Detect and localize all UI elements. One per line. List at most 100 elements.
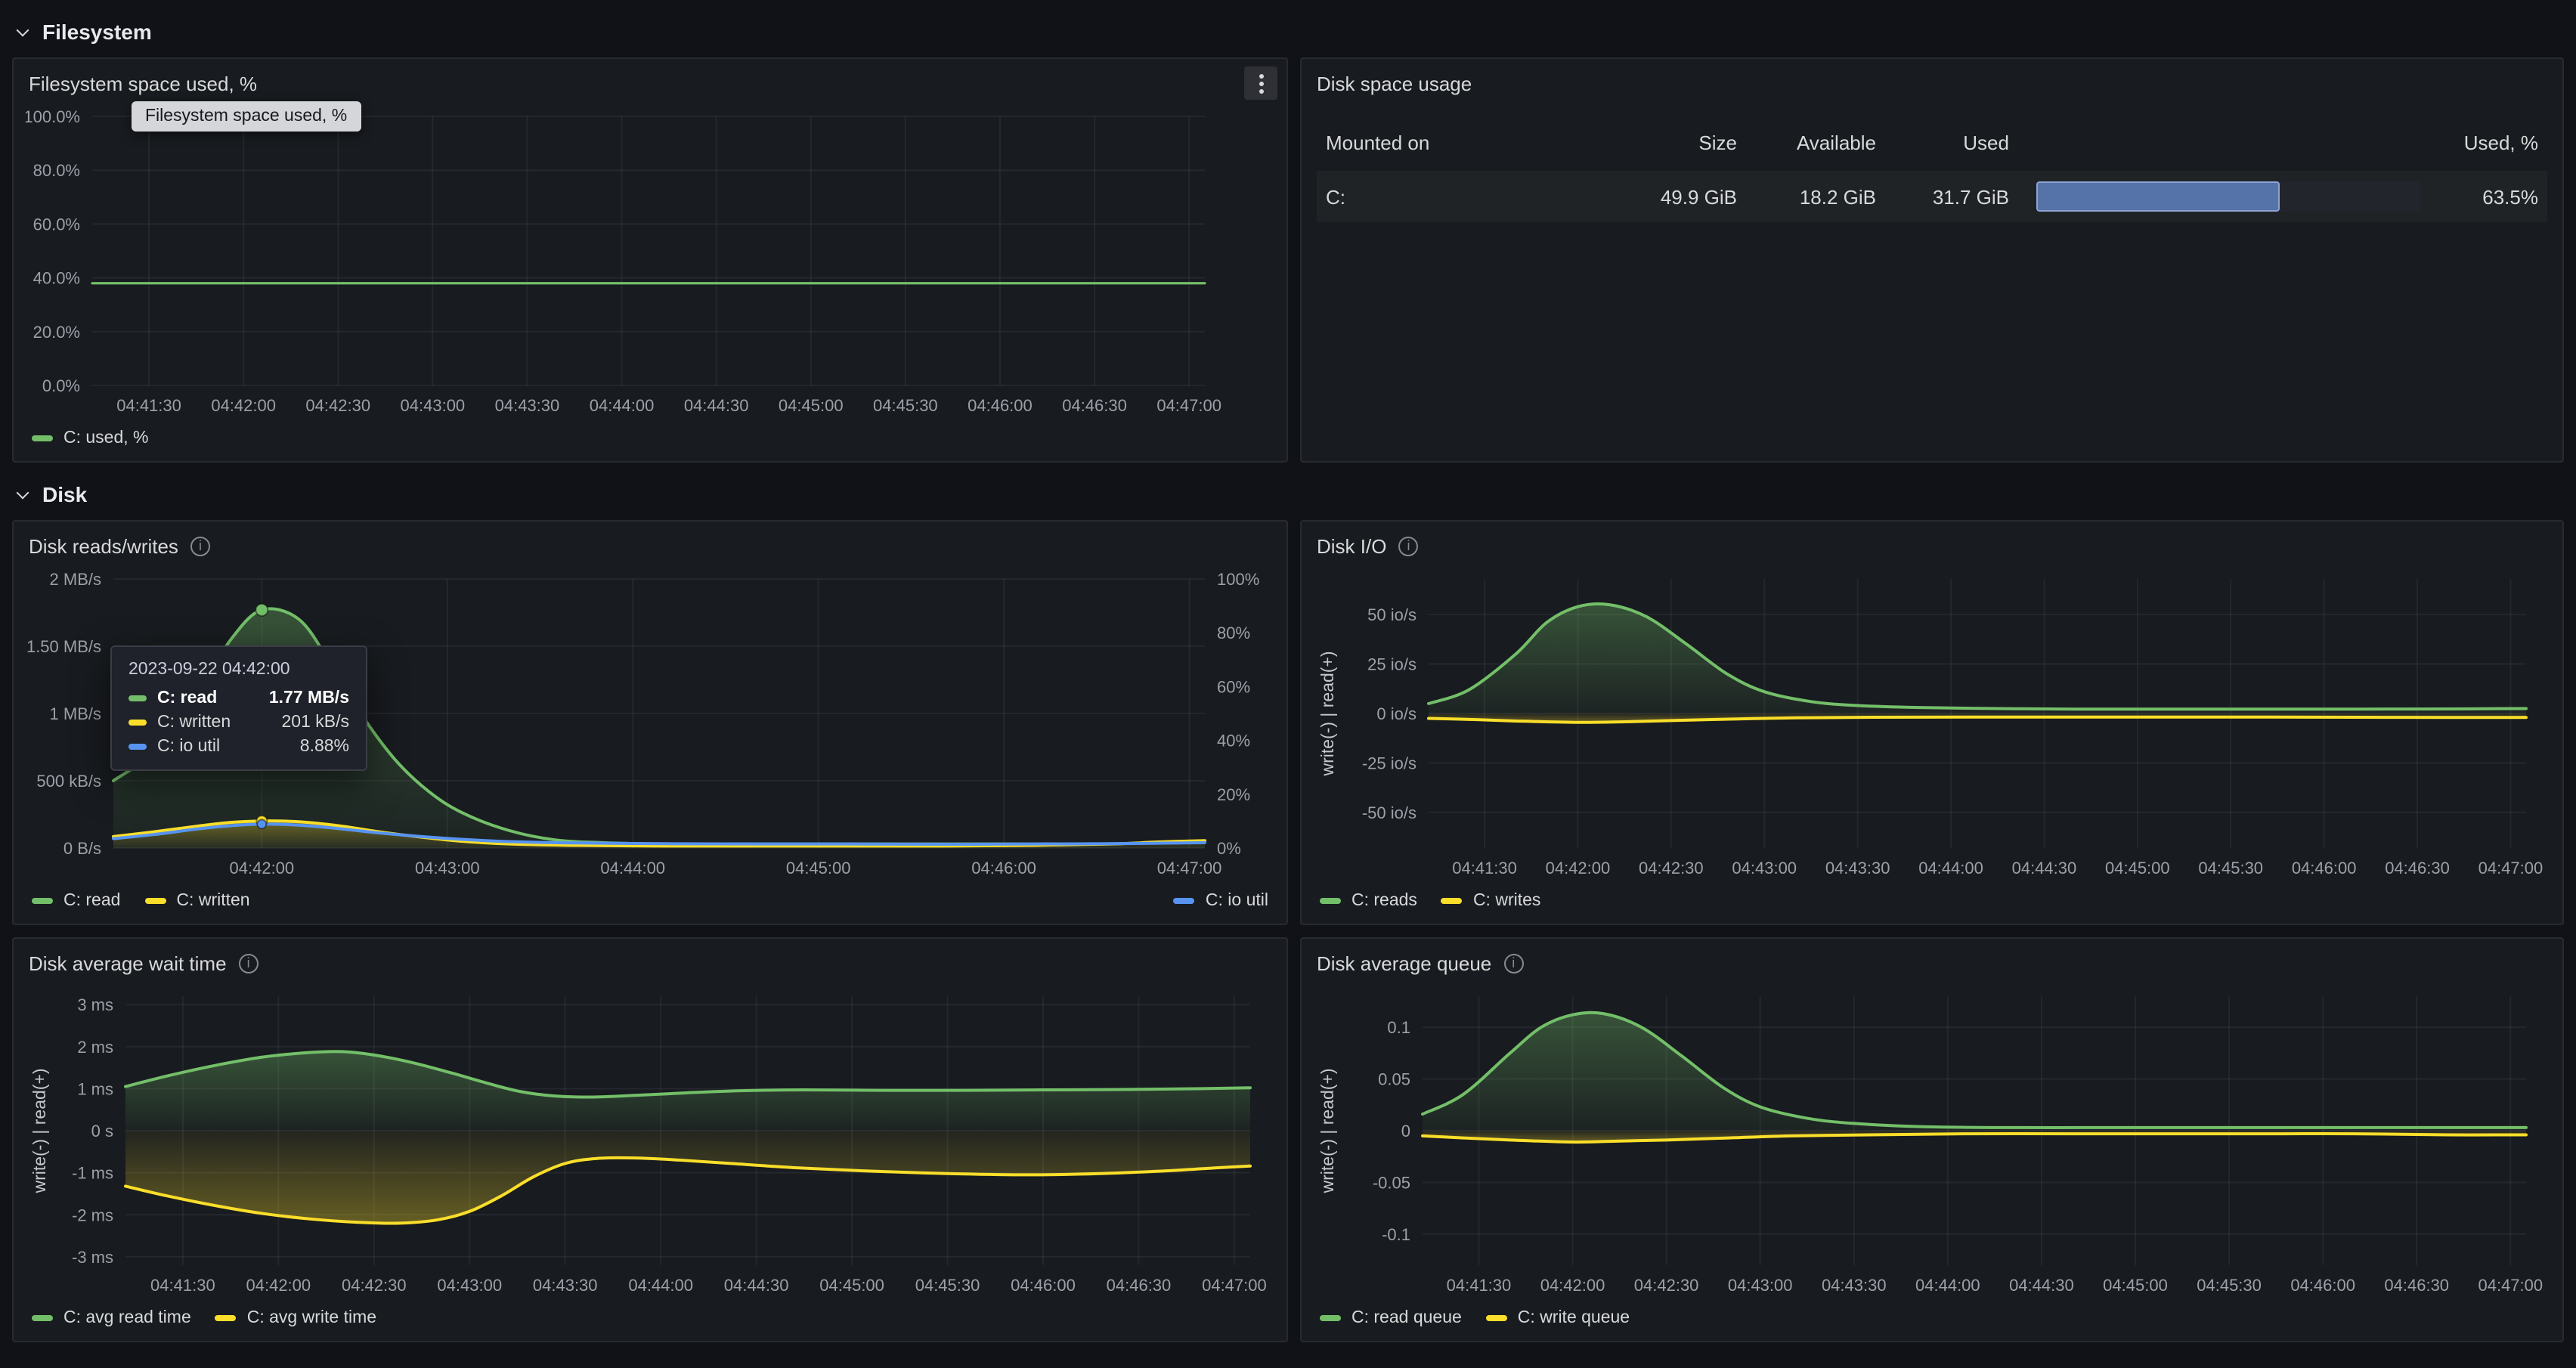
svg-text:500 kB/s: 500 kB/s bbox=[36, 772, 101, 791]
svg-text:04:43:30: 04:43:30 bbox=[533, 1276, 598, 1295]
legend-item[interactable]: C: io util bbox=[1173, 892, 1268, 910]
svg-text:04:46:00: 04:46:00 bbox=[2292, 859, 2357, 877]
legend-label: C: writes bbox=[1472, 892, 1541, 910]
legend-item[interactable]: C: read queue bbox=[1320, 1309, 1462, 1327]
svg-text:04:44:30: 04:44:30 bbox=[2012, 859, 2077, 877]
col-header-used: Used bbox=[1963, 131, 2009, 153]
chart-legend: C: reads C: writes bbox=[1302, 884, 2562, 927]
svg-text:04:47:00: 04:47:00 bbox=[2478, 1276, 2543, 1295]
svg-text:04:46:30: 04:46:30 bbox=[2384, 1276, 2449, 1295]
legend-label: C: read queue bbox=[1351, 1309, 1462, 1327]
svg-text:2 ms: 2 ms bbox=[77, 1038, 113, 1057]
svg-text:100.0%: 100.0% bbox=[26, 107, 80, 126]
info-icon[interactable] bbox=[1398, 536, 1419, 556]
svg-text:write(-) | read(+): write(-) | read(+) bbox=[29, 1068, 49, 1193]
svg-text:write(-) | read(+): write(-) | read(+) bbox=[1317, 651, 1337, 776]
panel-title: Filesystem space used, % bbox=[29, 72, 258, 94]
panel-header: Disk average wait time bbox=[14, 939, 1286, 987]
svg-text:04:44:00: 04:44:00 bbox=[628, 1276, 693, 1295]
svg-text:04:46:00: 04:46:00 bbox=[1011, 1276, 1076, 1295]
svg-text:-0.05: -0.05 bbox=[1373, 1173, 1410, 1192]
col-header-available: Available bbox=[1796, 131, 1876, 153]
svg-text:100%: 100% bbox=[1217, 570, 1259, 589]
svg-text:0.1: 0.1 bbox=[1387, 1018, 1410, 1037]
tooltip-row: C: io util 8.88% bbox=[128, 738, 349, 756]
svg-text:04:46:00: 04:46:00 bbox=[2290, 1276, 2355, 1295]
svg-text:04:46:00: 04:46:00 bbox=[971, 859, 1036, 877]
cell-mounted-on: C: bbox=[1326, 185, 1345, 208]
svg-text:0 io/s: 0 io/s bbox=[1376, 704, 1416, 723]
panel-menu-icon[interactable] bbox=[1244, 67, 1277, 100]
info-icon[interactable] bbox=[238, 953, 259, 973]
svg-text:04:43:00: 04:43:00 bbox=[1728, 1276, 1793, 1295]
svg-text:04:42:30: 04:42:30 bbox=[342, 1276, 407, 1295]
svg-text:04:46:00: 04:46:00 bbox=[968, 396, 1033, 415]
disk-wait-time-chart[interactable]: -3 ms -2 ms -1 ms 0 s 1 ms 2 ms 3 ms 04:41:30 04… bbox=[26, 987, 1271, 1301]
svg-text:0 B/s: 0 B/s bbox=[63, 839, 101, 858]
svg-text:0%: 0% bbox=[1217, 839, 1241, 858]
svg-text:0.05: 0.05 bbox=[1378, 1070, 1410, 1089]
legend-item[interactable]: C: write queue bbox=[1485, 1309, 1630, 1327]
filesystem-used-chart[interactable]: 0.0% 20.0% 40.0% 60.0% 80.0% 100.0% 04:41:30 04… bbox=[26, 107, 1271, 422]
svg-text:04:45:00: 04:45:00 bbox=[786, 859, 851, 877]
tooltip-series-label: C: read bbox=[157, 689, 218, 707]
svg-text:04:45:30: 04:45:30 bbox=[2197, 1276, 2262, 1295]
chart-legend: C: read queue C: write queue bbox=[1302, 1301, 2562, 1344]
svg-text:50 io/s: 50 io/s bbox=[1367, 605, 1416, 624]
panel-title: Disk average queue bbox=[1317, 952, 1492, 974]
svg-text:04:44:30: 04:44:30 bbox=[684, 396, 749, 415]
used-percent-gauge bbox=[2009, 181, 2420, 212]
panel-title: Disk reads/writes bbox=[29, 534, 178, 557]
panel-disk-average-queue: Disk average queue -0.1 -0.05 0 0.05 0.1 04:4… bbox=[1300, 937, 2564, 1342]
svg-text:04:44:30: 04:44:30 bbox=[724, 1276, 789, 1295]
info-icon[interactable] bbox=[190, 536, 210, 556]
svg-text:04:42:30: 04:42:30 bbox=[305, 396, 370, 415]
col-header-mounted-on: Mounted on bbox=[1326, 131, 1430, 153]
disk-queue-chart[interactable]: -0.1 -0.05 0 0.05 0.1 04:41:30 04:42:00 04:42:3… bbox=[1314, 987, 2547, 1301]
svg-text:04:44:00: 04:44:00 bbox=[590, 396, 655, 415]
series-color-swatch bbox=[144, 898, 166, 904]
chart-area: -0.1 -0.05 0 0.05 0.1 04:41:30 04:42:00 04:42:3… bbox=[1302, 987, 2562, 1301]
panel-header: Filesystem space used, % bbox=[14, 59, 1286, 107]
legend-item[interactable]: C: reads bbox=[1320, 892, 1417, 910]
legend-item[interactable]: C: writes bbox=[1441, 892, 1540, 910]
legend-item[interactable]: C: written bbox=[144, 892, 250, 910]
series-color-swatch bbox=[1441, 898, 1463, 904]
legend-label: C: written bbox=[176, 892, 250, 910]
svg-text:04:44:00: 04:44:00 bbox=[600, 859, 665, 877]
row-header-disk[interactable]: Disk bbox=[12, 475, 2564, 514]
svg-text:25 io/s: 25 io/s bbox=[1367, 655, 1416, 674]
row-header-filesystem[interactable]: Filesystem bbox=[12, 12, 2564, 51]
svg-text:2 MB/s: 2 MB/s bbox=[50, 570, 101, 589]
svg-text:04:43:30: 04:43:30 bbox=[1822, 1276, 1887, 1295]
panel-title: Disk I/O bbox=[1317, 534, 1387, 557]
svg-text:04:45:00: 04:45:00 bbox=[779, 396, 844, 415]
svg-text:04:45:30: 04:45:30 bbox=[873, 396, 938, 415]
svg-text:1 MB/s: 1 MB/s bbox=[50, 704, 101, 723]
svg-text:40.0%: 40.0% bbox=[33, 269, 80, 288]
legend-item[interactable]: C: used, % bbox=[32, 429, 149, 447]
svg-text:04:43:00: 04:43:00 bbox=[1732, 859, 1797, 877]
svg-text:04:46:30: 04:46:30 bbox=[1062, 396, 1127, 415]
svg-text:04:42:00: 04:42:00 bbox=[246, 1276, 311, 1295]
legend-item[interactable]: C: avg read time bbox=[32, 1309, 191, 1327]
series-color-swatch bbox=[32, 898, 53, 904]
chart-legend: C: avg read time C: avg write time bbox=[14, 1301, 1286, 1344]
series-color-swatch bbox=[1173, 898, 1195, 904]
svg-text:-1 ms: -1 ms bbox=[72, 1164, 113, 1183]
svg-text:04:44:00: 04:44:00 bbox=[1915, 1276, 1980, 1295]
svg-text:80.0%: 80.0% bbox=[33, 161, 80, 180]
legend-label: C: write queue bbox=[1517, 1309, 1630, 1327]
panel-disk-reads-writes: Disk reads/writes 0 B/s 500 kB/s 1 MB/s 1.5… bbox=[12, 520, 1288, 925]
tooltip-series-value: 1.77 MB/s bbox=[268, 689, 349, 707]
panel-filesystem-space-used: Filesystem space used, % Filesystem spac… bbox=[12, 57, 1288, 463]
chart-legend: C: used, % bbox=[14, 422, 1286, 464]
disk-io-chart[interactable]: -50 io/s -25 io/s 0 io/s 25 io/s 50 io/s 04:4… bbox=[1314, 570, 2547, 884]
info-icon[interactable] bbox=[1503, 953, 1524, 973]
legend-item[interactable]: C: read bbox=[32, 892, 120, 910]
table-header-row: Mounted on Size Available Used Used, % bbox=[1317, 113, 2547, 171]
legend-label: C: avg read time bbox=[63, 1309, 191, 1327]
panel-header: Disk average queue bbox=[1302, 939, 2562, 987]
legend-item[interactable]: C: avg write time bbox=[215, 1309, 376, 1327]
